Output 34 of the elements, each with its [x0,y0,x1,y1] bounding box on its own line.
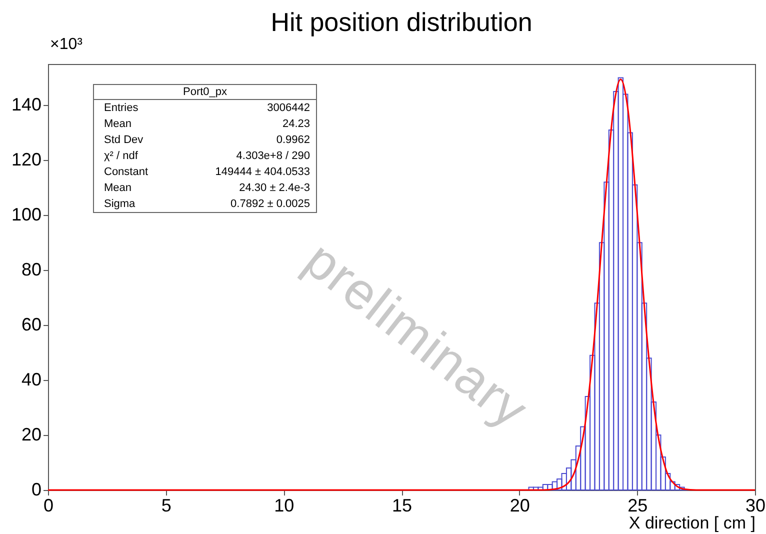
annotation: Mean [104,181,132,196]
annotation: Port0_px [94,85,316,100]
y-tick-label: 140 [11,94,42,115]
annotation: Constant [104,165,148,180]
annotation: 149444 ± 404.0533 [215,165,310,180]
line-series [47,78,756,491]
text: ×10³ [50,36,82,54]
y-tick-label: 80 [21,260,42,280]
y-tick-label: 120 [11,150,42,170]
x-tick-label: 30 [745,496,766,516]
annotation: Entries [104,101,138,116]
annotation: Sigma [104,197,136,212]
x-tick-label: 15 [392,496,412,516]
y-tick-label: 40 [21,370,42,390]
annotation: 24.23 [282,117,310,132]
x-tick-label: 5 [161,496,172,516]
annotation: Mean [104,117,132,132]
x-tick-label: 0 [43,496,54,516]
x-tick-label: 25 [628,496,648,516]
y-tick-label: 20 [21,424,42,445]
annotation: Std Dev [104,133,144,148]
x-tick-label: 20 [510,496,530,516]
annotation: 4.303e+8 / 290 [236,149,310,164]
y-tick-label: 60 [21,314,42,335]
x-axis-title: X direction [ cm ] [628,514,756,532]
annotation: 24.30 ± 2.4e-3 [239,181,310,196]
x-tick-label: 10 [274,496,294,516]
annotation: 0.9962 [276,133,310,148]
annotation: χ² / ndf [104,149,138,164]
y-tick-label: 0 [31,480,42,500]
annotation: 0.7892 ± 0.0025 [230,197,310,212]
chart-title: Hit position distribution [270,7,532,37]
annotation: 3006442 [267,101,310,116]
y-tick-label: 100 [11,204,42,225]
